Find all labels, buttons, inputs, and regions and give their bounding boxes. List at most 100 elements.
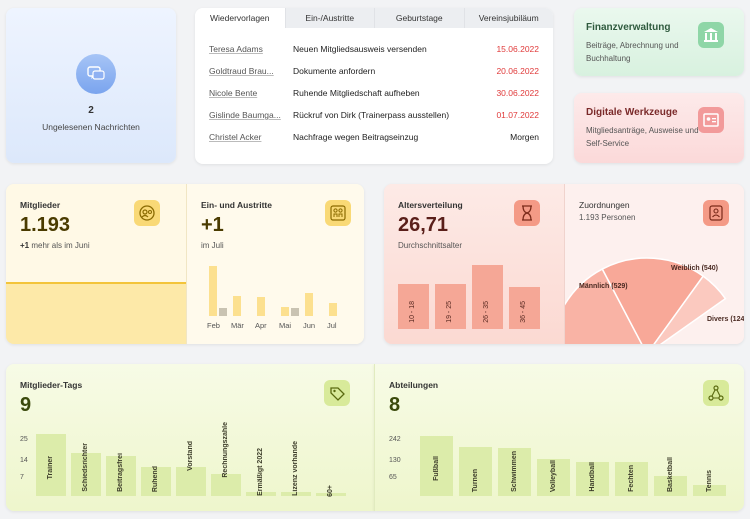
bar: [246, 491, 276, 496]
entries-value: +1: [201, 214, 224, 236]
tick-label: Basketball: [666, 456, 674, 492]
tag-icon: [324, 380, 350, 406]
tick-label: Mai: [279, 321, 292, 330]
bar: 10 - 18: [398, 284, 429, 329]
bar: [71, 453, 101, 496]
age-sub: Durchschnittsalter: [398, 241, 463, 250]
entries-title: Ein- und Austritte: [201, 200, 272, 210]
task-text: Nachfrage wegen Beitragseinzug: [293, 132, 419, 142]
bar: [305, 292, 313, 316]
bar: [257, 296, 265, 316]
delta-value: +1: [20, 241, 30, 250]
tick-label: Jul: [327, 321, 337, 330]
entries-sub: im Juli: [201, 241, 224, 250]
tick-label: Rechnungszahle: [222, 421, 229, 478]
bar: [329, 302, 337, 316]
person-badge-icon: [703, 200, 729, 226]
tick-label: 60+: [327, 485, 334, 497]
bar: [459, 446, 492, 496]
tick-label: Ruhend: [152, 465, 159, 492]
bank-icon: [698, 22, 724, 48]
tick-label: Feb: [207, 321, 220, 330]
gender-pie-chart: Männlich (529) Weiblich (540) Divers (124): [565, 257, 744, 344]
due-date: 01.07.2022: [496, 110, 539, 120]
tick-label: 10 - 18: [408, 301, 416, 323]
tick-label: Volleyball: [549, 459, 557, 492]
delta-text: mehr als im Juni: [31, 241, 90, 250]
tab-vereinsjubilaeum[interactable]: Vereinsjubiläum: [463, 8, 553, 28]
id-card-icon: [698, 107, 724, 133]
person-link[interactable]: Nicole Bente: [209, 88, 258, 98]
list-item[interactable]: Gislinde Baumga... Rückruf von Dirk (Trai…: [209, 104, 539, 126]
tick-label: Mär: [231, 321, 244, 330]
bar: [615, 462, 648, 496]
people-icon: [325, 200, 351, 226]
list-item[interactable]: Nicole Bente Ruhende Mitgliedschaft aufhe…: [209, 82, 539, 104]
members-card[interactable]: Mitglieder 1.193 +1 mehr als im Juni: [6, 184, 186, 344]
messages-card[interactable]: 2 Ungelesenen Nachrichten: [6, 8, 176, 163]
tick-label: 36 - 45: [519, 301, 527, 323]
chat-bubble-icon: [76, 54, 116, 94]
tab-geburtstage[interactable]: Geburtstage: [374, 8, 464, 28]
due-date: 15.06.2022: [496, 44, 539, 54]
finance-card[interactable]: Finanzverwaltung Beiträge, Abrechnung un…: [574, 8, 744, 76]
bar: [537, 458, 570, 496]
tick-label: Fechten: [627, 465, 635, 492]
person-link[interactable]: Christel Acker: [209, 132, 262, 142]
due-date: 20.06.2022: [496, 66, 539, 76]
due-date: Morgen: [510, 132, 539, 142]
y-tick-label: 25: [20, 436, 28, 443]
bar: 26 - 35: [472, 265, 503, 329]
departments-card[interactable]: Abteilungen 8 242 130 65 Fußball Turnen Schwi…: [374, 364, 744, 511]
tick-label: Apr: [255, 321, 267, 330]
bar: [420, 436, 453, 496]
bar: [281, 306, 289, 316]
bar: [219, 307, 227, 316]
bar: [141, 467, 171, 496]
entries-card[interactable]: Ein- und Austritte +1 im Juli Feb Mär Apr M…: [186, 184, 364, 344]
tick-label: Schwimmen: [510, 451, 518, 492]
tags-title: Mitglieder-Tags: [20, 380, 83, 390]
tab-wiedervorlagen[interactable]: Wiedervorlagen: [195, 8, 285, 28]
y-tick-label: 14: [20, 457, 28, 464]
bar: [106, 456, 136, 496]
person-link[interactable]: Teresa Adams: [209, 44, 263, 54]
list-item[interactable]: Goldtraud Brau... Dokumente anfordern 20.0…: [209, 60, 539, 82]
statistics-group: Altersverteilung 26,71 Durchschnittsalte…: [384, 184, 744, 344]
bar: [316, 493, 346, 496]
digital-title: Digitale Werkzeuge: [586, 107, 678, 118]
person-link[interactable]: Goldtraud Brau...: [209, 66, 274, 76]
tick-label: Vorstand: [187, 441, 194, 471]
person-link[interactable]: Gislinde Baumga...: [209, 110, 281, 120]
departments-title: Abteilungen: [389, 380, 439, 390]
tick-label: 19 - 25: [445, 301, 453, 323]
list-item[interactable]: Christel Acker Nachfrage wegen Beitragsei…: [209, 126, 539, 148]
slice-label: Weiblich (540): [671, 265, 718, 272]
task-text: Neuen Mitgliedsausweis versenden: [293, 44, 427, 54]
tab-ein-austritte[interactable]: Ein-/Austritte: [284, 8, 374, 28]
y-tick-label: 65: [389, 474, 397, 481]
digital-tools-card[interactable]: Digitale Werkzeuge Mitgliedsanträge, Aus…: [574, 93, 744, 163]
list-item[interactable]: Teresa Adams Neuen Mitgliedsausweis verse…: [209, 38, 539, 60]
pie-slice: [565, 268, 643, 344]
tags-card[interactable]: Mitglieder-Tags 9 25 14 7 Trainer Schiedsric…: [6, 364, 374, 511]
bar: [281, 491, 311, 496]
tick-label: Beitragsfrei: [117, 453, 124, 492]
task-text: Ruhende Mitgliedschaft aufheben: [293, 88, 420, 98]
y-tick-label: 242: [389, 436, 401, 443]
pie-slice: [653, 275, 727, 344]
assignments-card[interactable]: Zuordnungen 1.193 Personen Männlich (529…: [564, 184, 744, 344]
members-title: Mitglieder: [20, 200, 61, 210]
tick-label: Fußball: [432, 456, 440, 481]
bar: 19 - 25: [435, 284, 466, 329]
tick-label: Trainer: [47, 455, 54, 479]
bar: [233, 296, 241, 316]
tick-label: Schiedsrichter: [82, 443, 89, 492]
age-card[interactable]: Altersverteilung 26,71 Durchschnittsalte…: [384, 184, 564, 344]
bar: [176, 467, 206, 496]
bar: [576, 462, 609, 496]
unread-label: Ungelesenen Nachrichten: [42, 122, 140, 132]
finance-subtitle: Beiträge, Abrechnung und Buchhaltung: [586, 41, 679, 63]
reminder-tabs: Wiedervorlagen Ein-/Austritte Geburtstag…: [195, 8, 553, 28]
network-icon: [703, 380, 729, 406]
